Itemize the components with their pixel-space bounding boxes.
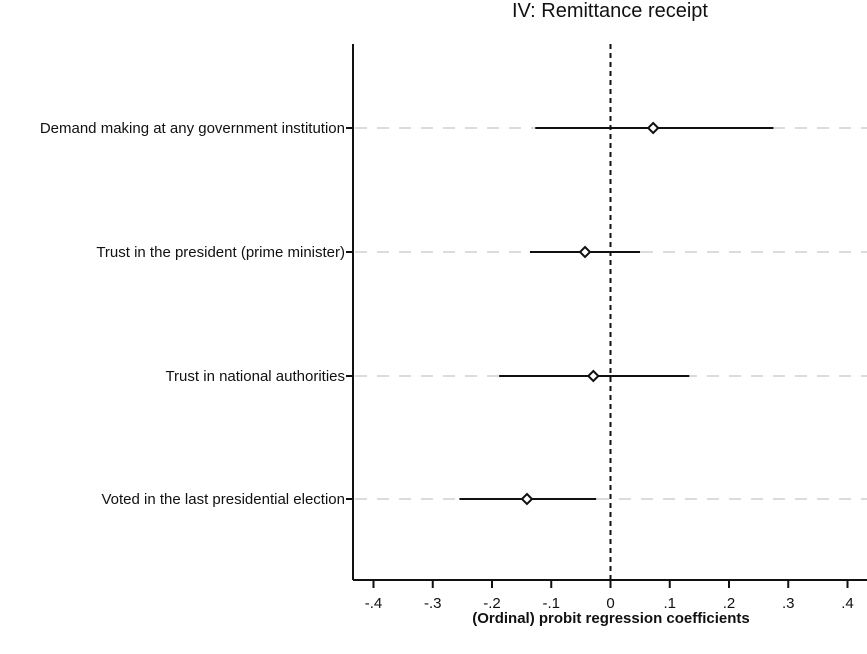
x-tick-label: -.1 bbox=[542, 595, 560, 612]
confidence-intervals bbox=[459, 127, 774, 500]
x-tick-label: .2 bbox=[723, 595, 736, 612]
gridlines bbox=[355, 127, 867, 500]
x-tick-label: .1 bbox=[663, 595, 676, 612]
y-axis-label: Voted in the last presidential election bbox=[102, 491, 346, 508]
x-axis-ticks bbox=[372, 580, 849, 588]
y-axis-label: Trust in national authorities bbox=[165, 368, 345, 385]
x-tick-label: 0 bbox=[606, 595, 614, 612]
y-axis-label: Demand making at any government institut… bbox=[40, 120, 345, 137]
point-estimate-marker bbox=[646, 121, 660, 135]
x-tick-label: -.4 bbox=[365, 595, 383, 612]
y-axis-label: Trust in the president (prime minister) bbox=[96, 244, 345, 261]
x-tick-label: .3 bbox=[782, 595, 795, 612]
x-axis-title: (Ordinal) probit regression coefficients bbox=[472, 610, 750, 627]
chart-title: IV: Remittance receipt bbox=[512, 0, 708, 22]
y-axis-ticks bbox=[346, 127, 353, 500]
point-estimates bbox=[520, 121, 660, 506]
x-tick-label: -.3 bbox=[424, 595, 442, 612]
point-estimate-marker bbox=[520, 492, 534, 506]
x-tick-label: .4 bbox=[841, 595, 854, 612]
x-tick-label: -.2 bbox=[483, 595, 501, 612]
y-axis-labels: Demand making at any government institut… bbox=[40, 120, 345, 508]
x-axis-tick-labels: -.4 -.3 -.2 -.1 0 .1 .2 .3 .4 bbox=[365, 595, 854, 612]
point-estimate-marker bbox=[578, 245, 592, 259]
point-estimate-marker bbox=[586, 369, 600, 383]
